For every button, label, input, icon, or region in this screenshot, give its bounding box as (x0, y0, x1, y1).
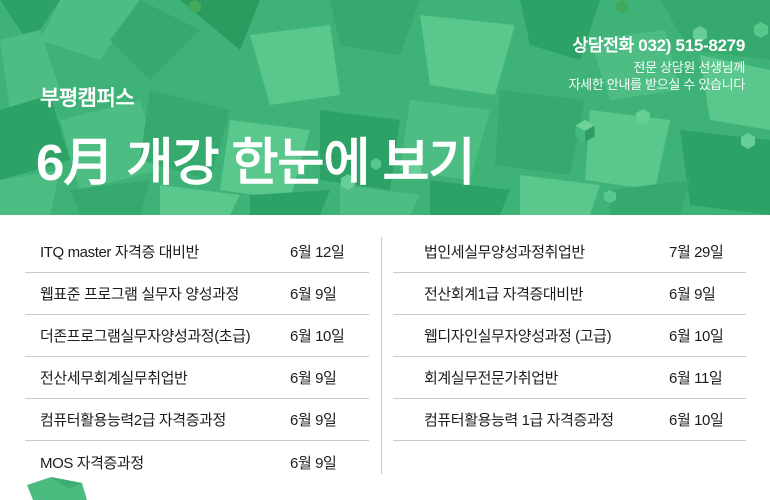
course-start-date: 6월 10일 (290, 328, 345, 345)
course-row: 더존프로그램실무자양성과정(초급) 6월 10일 (25, 315, 369, 357)
course-row: 회계실무전문가취업반 6월 11일 (393, 357, 746, 399)
course-row: ITQ master 자격증 대비반 6월 12일 (25, 231, 369, 273)
course-start-date: 6월 9일 (290, 286, 337, 303)
course-start-date: 7월 29일 (669, 244, 724, 261)
schedule-right-column: 법인세실무양성과정취업반 7월 29일 전산회계1급 자격증대비반 6월 9일 … (393, 231, 746, 483)
consult-phone-number: 상담전화 032) 515-8279 (572, 36, 746, 55)
consult-description-line2: 자세한 안내를 받으실 수 있습니다 (568, 77, 746, 92)
course-row: MOS 자격증과정 6월 9일 (25, 441, 369, 483)
course-name: 웹표준 프로그램 실무자 양성과정 (40, 286, 239, 303)
course-name: 웹디자인실무자양성과정 (고급) (424, 328, 612, 345)
green-geometric-pattern-graphic (0, 0, 770, 215)
course-start-date: 6월 12일 (290, 244, 345, 261)
course-name: MOS 자격증과정 (40, 454, 144, 472)
course-start-date: 6월 10일 (669, 412, 724, 429)
course-row: 전산세무회계실무취업반 6월 9일 (25, 357, 369, 399)
course-start-date: 6월 10일 (669, 328, 724, 345)
course-name: 법인세실무양성과정취업반 (424, 244, 585, 261)
course-row: 컴퓨터활용능력 1급 자격증과정 6월 10일 (393, 399, 746, 441)
course-start-date: 6월 9일 (290, 412, 337, 429)
page-title: 6月 개강 한눈에 보기 (36, 134, 475, 191)
course-name: 컴퓨터활용능력2급 자격증과정 (40, 412, 226, 429)
course-row: 컴퓨터활용능력2급 자격증과정 6월 9일 (25, 399, 369, 441)
course-row: 웹표준 프로그램 실무자 양성과정 6월 9일 (25, 273, 369, 315)
column-divider (381, 237, 382, 474)
course-name: 컴퓨터활용능력 1급 자격증과정 (424, 412, 614, 429)
corner-polygon-decoration-icon (27, 477, 87, 500)
course-start-date: 6월 11일 (669, 370, 723, 387)
header-banner: 상담전화 032) 515-8279 전문 상담원 선생님께 자세한 안내를 받… (0, 0, 770, 215)
consult-description-line1: 전문 상담원 선생님께 (633, 60, 745, 75)
course-start-date: 6월 9일 (290, 454, 337, 472)
course-row: 법인세실무양성과정취업반 7월 29일 (393, 231, 746, 273)
schedule-left-column: ITQ master 자격증 대비반 6월 12일 웹표준 프로그램 실무자 양… (25, 231, 369, 483)
course-start-date: 6월 9일 (290, 370, 337, 387)
course-row: 웹디자인실무자양성과정 (고급) 6월 10일 (393, 315, 746, 357)
course-name: 회계실무전문가취업반 (424, 370, 559, 387)
course-name: ITQ master 자격증 대비반 (40, 244, 199, 261)
course-start-date: 6월 9일 (669, 286, 716, 303)
course-schedule-table: ITQ master 자격증 대비반 6월 12일 웹표준 프로그램 실무자 양… (0, 231, 770, 483)
course-row: 전산회계1급 자격증대비반 6월 9일 (393, 273, 746, 315)
course-name: 더존프로그램실무자양성과정(초급) (40, 328, 251, 345)
course-name: 전산회계1급 자격증대비반 (424, 286, 584, 303)
consult-description: 전문 상담원 선생님께 자세한 안내를 받으실 수 있습니다 (569, 59, 746, 93)
course-name: 전산세무회계실무취업반 (40, 370, 188, 387)
campus-label: 부평캠퍼스 (40, 87, 135, 110)
